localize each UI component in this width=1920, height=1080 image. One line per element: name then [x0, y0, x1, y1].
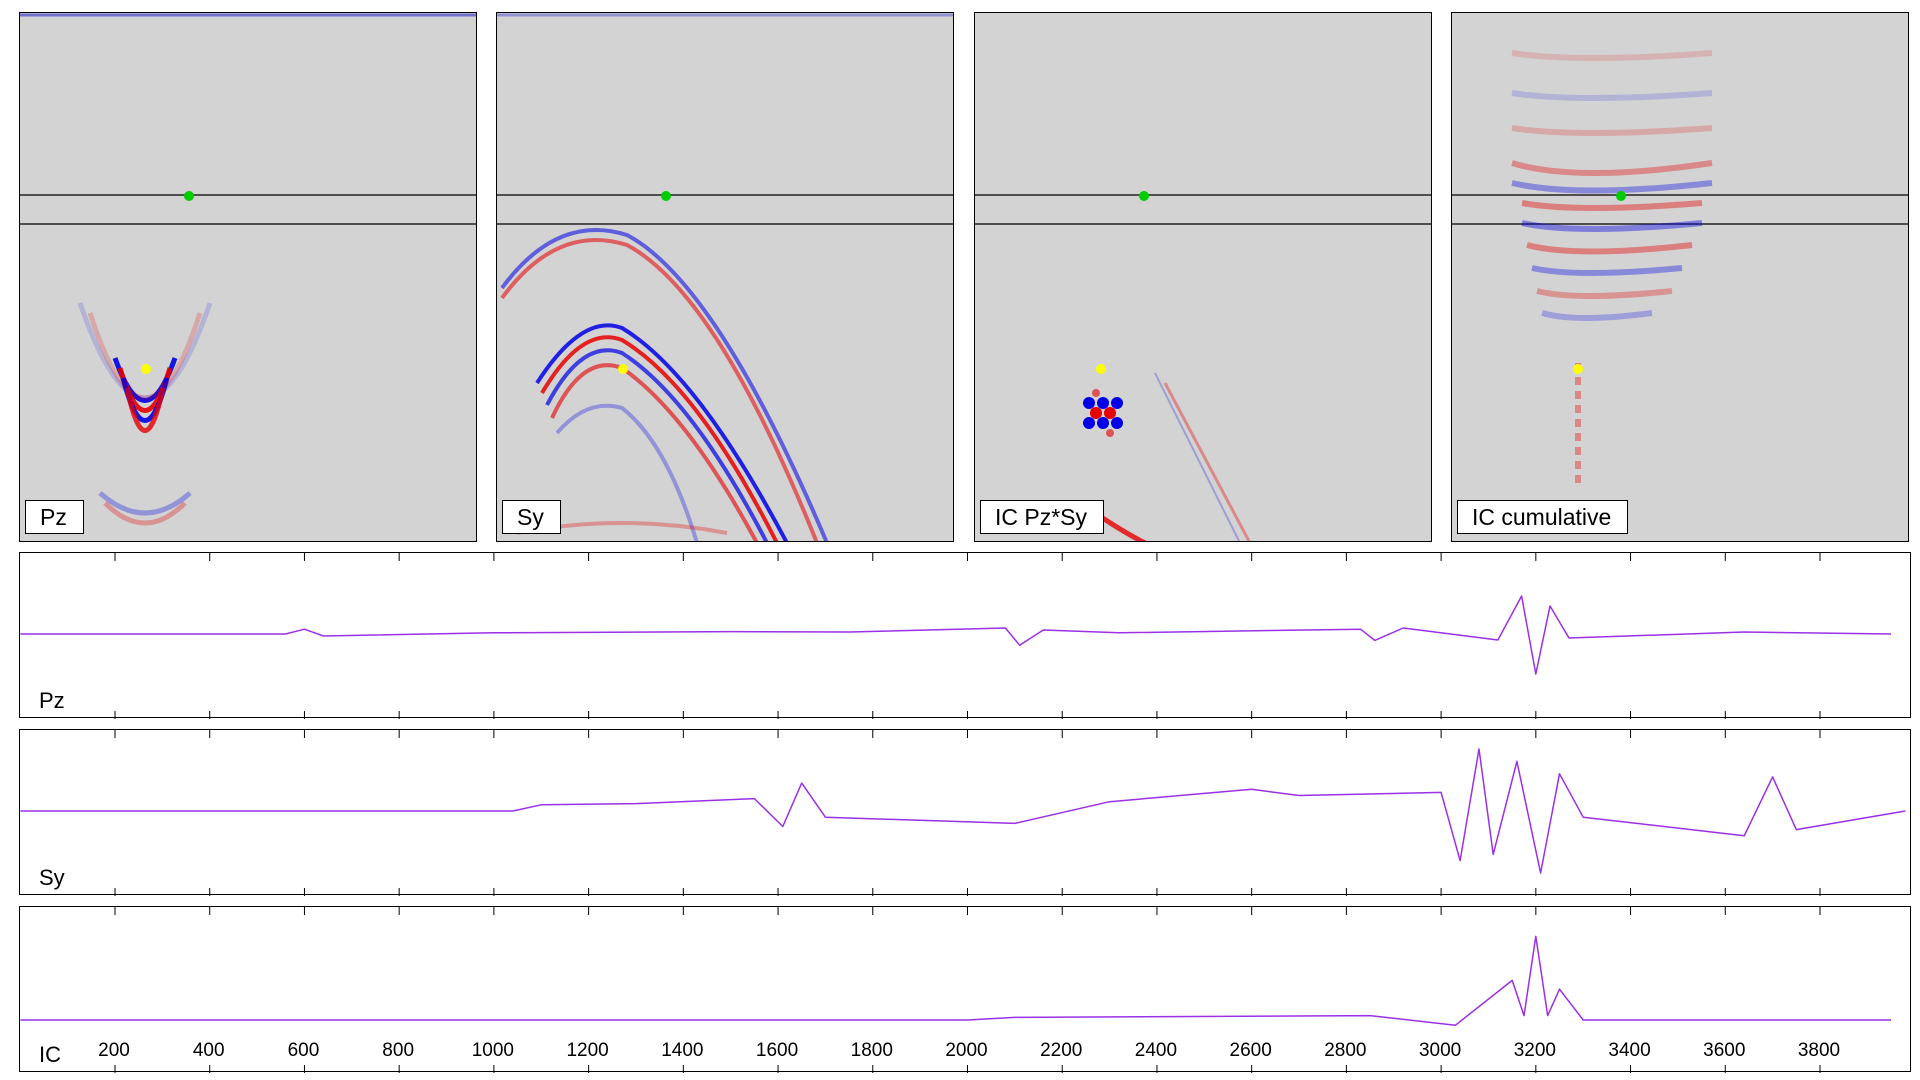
trace-sy: Sy [19, 729, 1911, 896]
trace-label: Pz [39, 688, 65, 713]
x-tick-label: 1400 [661, 1040, 704, 1061]
x-tick-label: 2800 [1324, 1040, 1367, 1061]
panel-ic-cumulative-image [1452, 50, 1908, 483]
source-marker [1616, 191, 1626, 201]
panel-sy-image [497, 13, 953, 541]
x-tick-label: 3200 [1513, 1040, 1556, 1061]
panel-ic-cumulative: IC cumulative [1451, 12, 1909, 542]
trace-label: IC [39, 1042, 61, 1067]
source-marker [184, 191, 194, 201]
panel-sy: Sy [496, 12, 954, 542]
panel-label: Pz [25, 500, 84, 534]
receiver-marker [618, 364, 628, 374]
receiver-marker [1096, 364, 1106, 374]
trace-pz: Pz [19, 552, 1911, 719]
source-marker [661, 191, 671, 201]
x-tick-label: 200 [98, 1040, 130, 1061]
x-tick-label: 600 [287, 1040, 320, 1061]
panel-label: IC Pz*Sy [980, 500, 1105, 534]
x-tick-label: 1200 [566, 1040, 609, 1061]
x-tick-label: 2600 [1229, 1040, 1272, 1061]
x-tick-label: 3600 [1703, 1040, 1746, 1061]
x-tick-label: 400 [192, 1040, 225, 1061]
x-tick-label: 1800 [850, 1040, 893, 1061]
x-tick-label: 1000 [471, 1040, 515, 1061]
x-tick-label: 2000 [945, 1040, 988, 1061]
trace-line [20, 935, 1891, 1027]
x-tick-label: 3800 [1797, 1040, 1841, 1061]
panel-ic-product-image [975, 191, 1431, 541]
trace-label: Sy [39, 865, 65, 890]
x-tick-label: 3400 [1608, 1040, 1651, 1061]
trace-pz-plot [20, 553, 1892, 719]
trace-line [20, 748, 1906, 874]
panel-label: IC cumulative [1457, 500, 1629, 534]
trace-sy-plot [20, 730, 1906, 896]
trace-ic-plot [20, 907, 1891, 1073]
panel-pz: Pz [19, 12, 477, 542]
trace-ic: IC [19, 906, 1911, 1073]
x-tick-label: 3000 [1418, 1040, 1462, 1061]
source-marker [1139, 191, 1149, 201]
receiver-marker [141, 364, 151, 374]
panel-ic-product: IC Pz*Sy [974, 12, 1432, 542]
receiver-marker [1573, 364, 1583, 374]
x-tick-label: 800 [382, 1040, 415, 1061]
x-tick-label: 2400 [1134, 1040, 1178, 1061]
x-tick-label: 1600 [755, 1040, 799, 1061]
trace-line [20, 595, 1892, 675]
x-tick-label: 2200 [1040, 1040, 1083, 1061]
panel-pz-image [20, 13, 476, 526]
panel-label: Sy [502, 500, 561, 534]
